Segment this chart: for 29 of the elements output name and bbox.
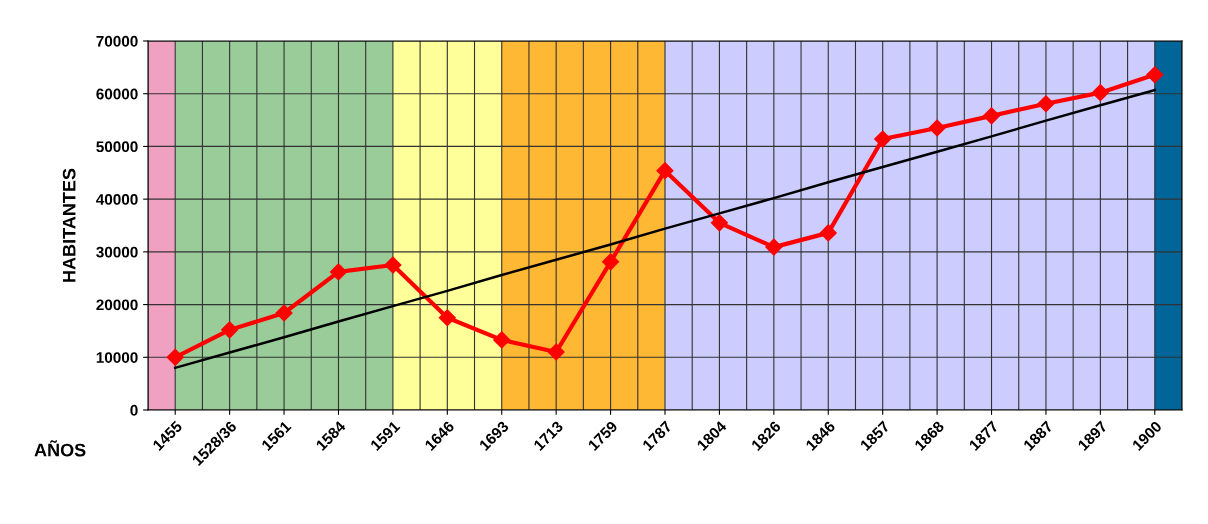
point [710, 214, 728, 232]
point [1091, 84, 1109, 102]
y-axis-title: HABITANTES [62, 168, 76, 282]
point [1146, 66, 1164, 84]
point [221, 321, 239, 339]
y-tick-label: 40000 [96, 194, 138, 205]
y-tick-label: 20000 [96, 299, 138, 311]
y-tick-label: 0 [130, 404, 138, 416]
point [493, 331, 511, 349]
point [819, 224, 837, 242]
y-tick-label: 70000 [96, 35, 138, 47]
point [656, 162, 674, 180]
point [275, 304, 293, 322]
point [982, 107, 1001, 125]
x-axis-title: AÑOS [34, 440, 86, 457]
point [874, 130, 892, 148]
point [329, 263, 348, 281]
y-tick-label: 50000 [96, 141, 138, 153]
point [384, 256, 402, 274]
y-tick-label: 10000 [96, 352, 138, 363]
point [602, 253, 620, 271]
point [547, 343, 565, 361]
point [1037, 95, 1055, 113]
point [438, 309, 456, 327]
point [166, 348, 184, 366]
y-tick-label: 60000 [96, 88, 138, 100]
y-tick-label: 30000 [96, 246, 138, 258]
point [765, 238, 783, 256]
point [928, 119, 946, 137]
